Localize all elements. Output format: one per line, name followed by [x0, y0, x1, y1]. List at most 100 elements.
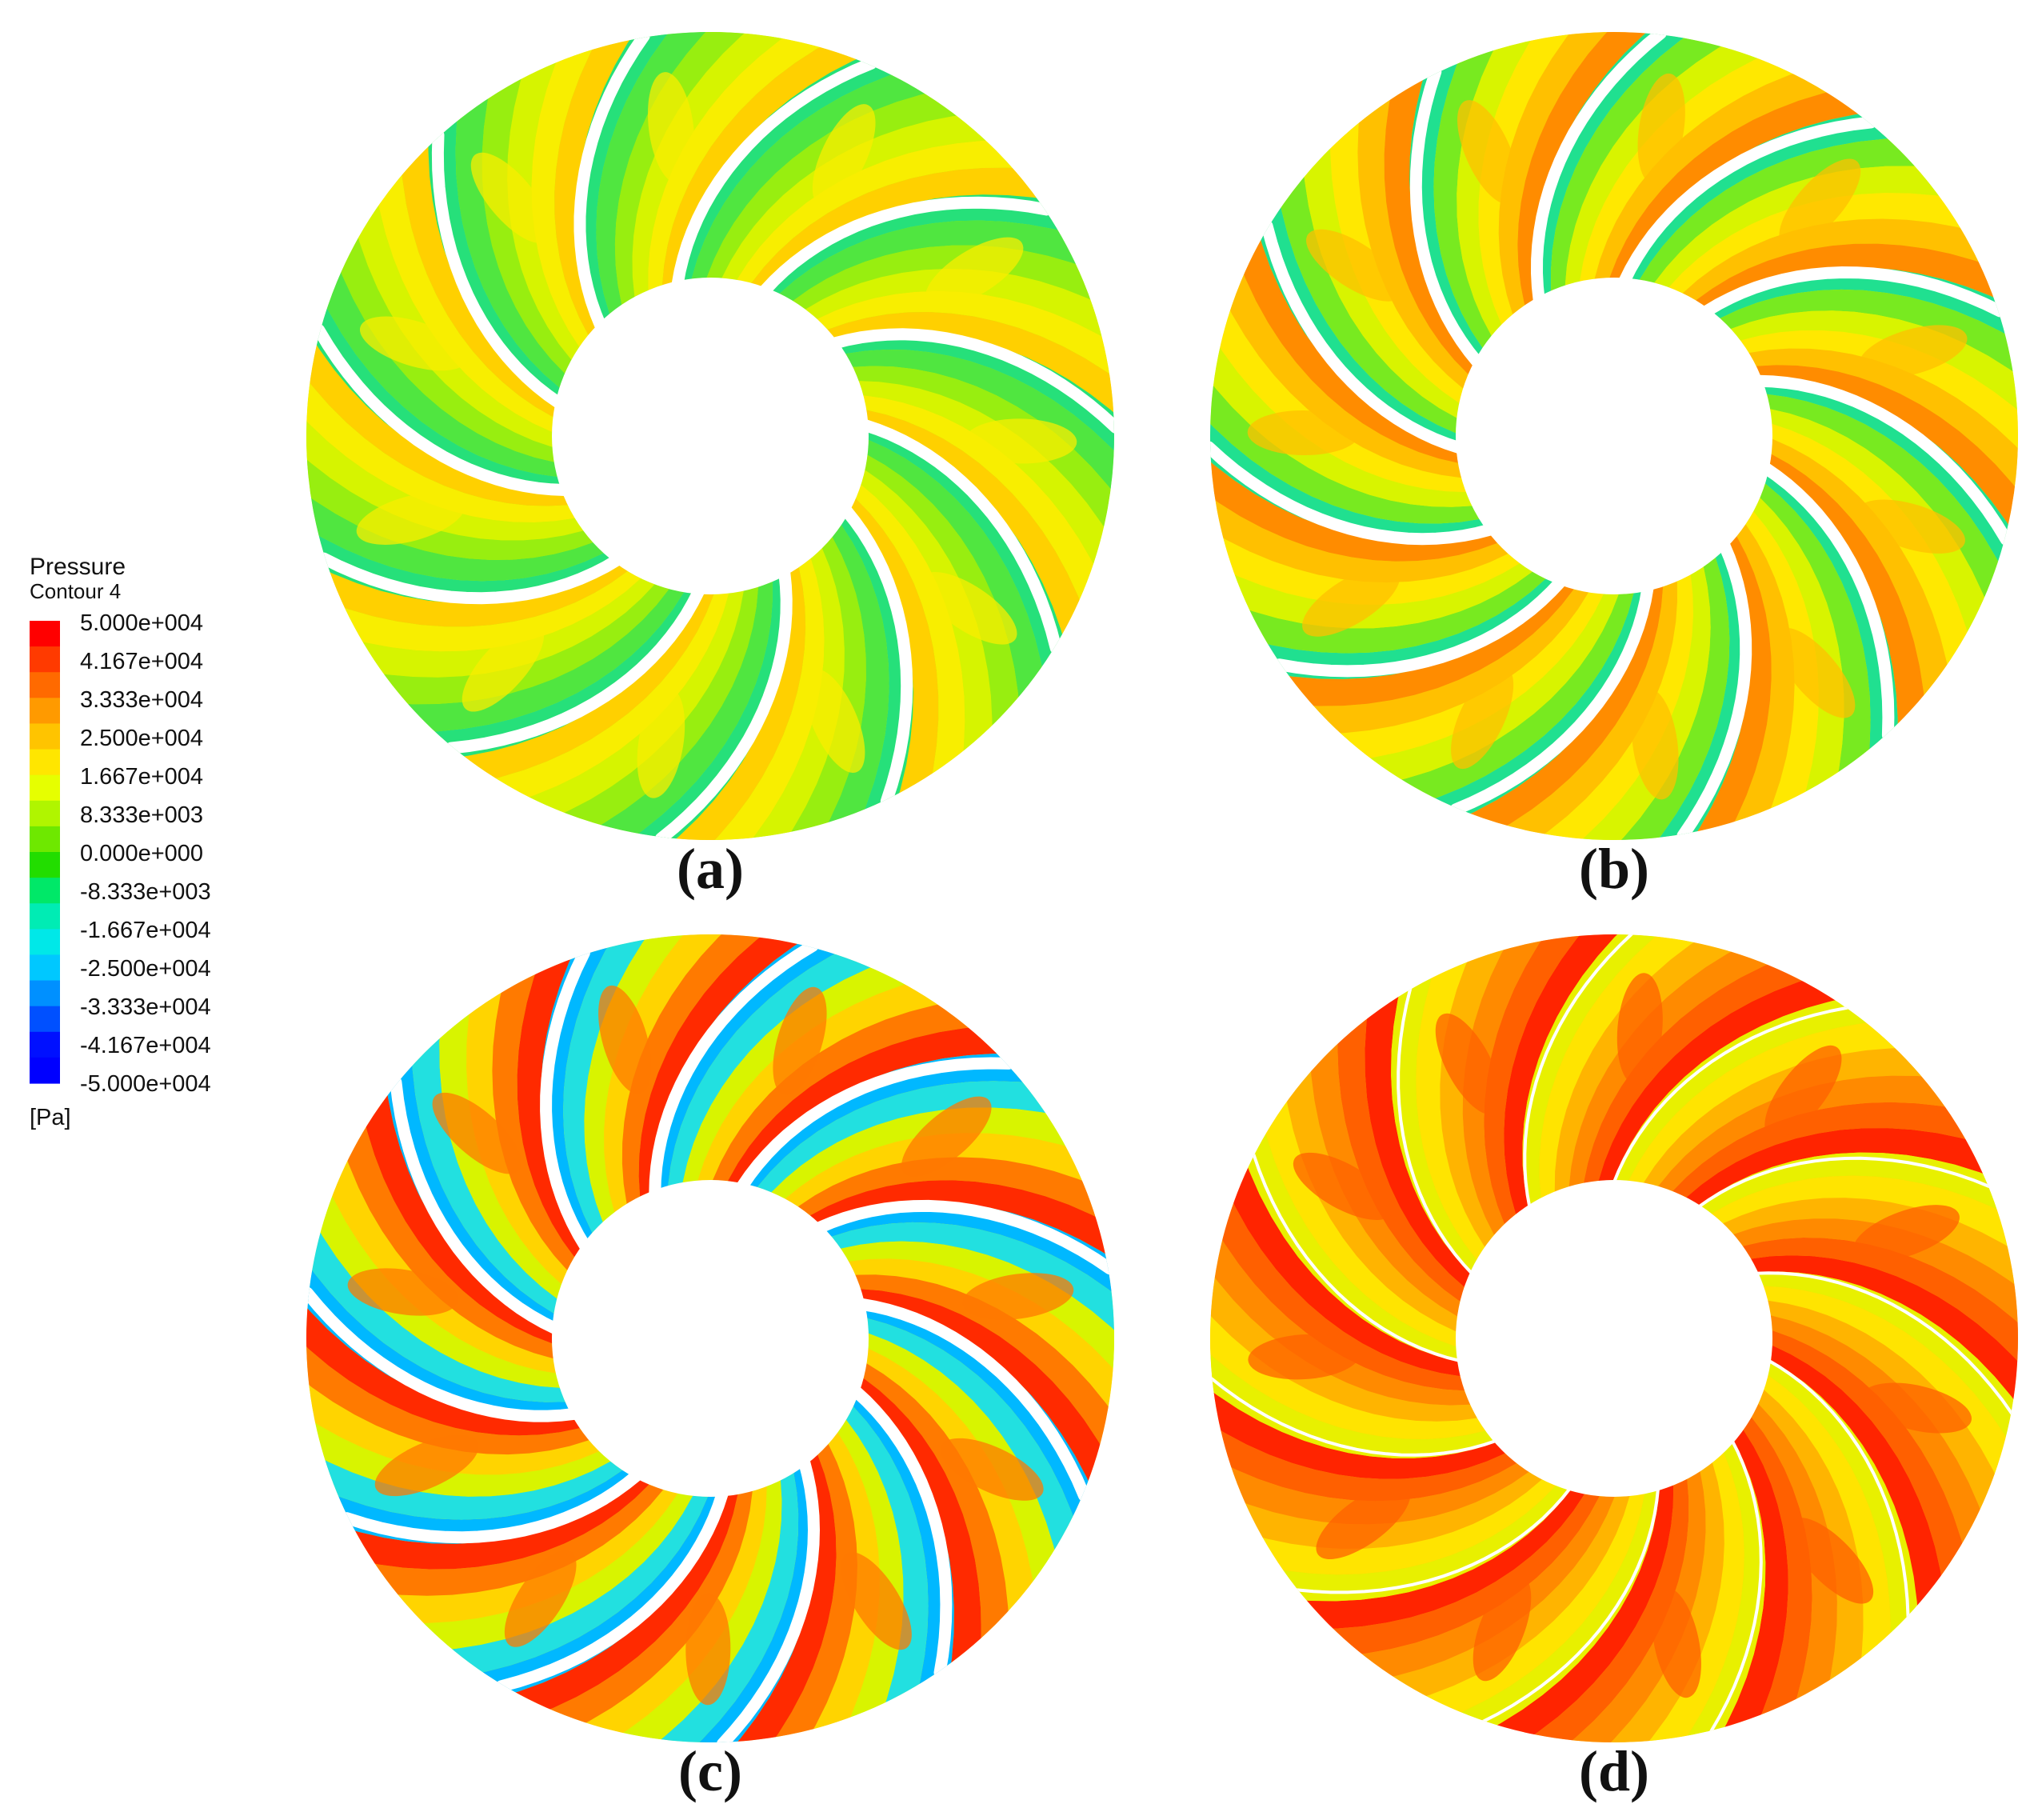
- contour-band: [306, 1371, 600, 1475]
- contour-patch: [1302, 566, 1401, 637]
- contour-band: [1745, 511, 1819, 830]
- contour-band: [1568, 941, 1788, 1187]
- contour-band: [845, 350, 1114, 507]
- contour-band: [1696, 243, 2014, 309]
- impeller-blade: [573, 32, 650, 333]
- legend-tick-label: 5.000e+004: [80, 610, 203, 636]
- contour-band: [853, 1392, 954, 1706]
- contour-patch: [1248, 1334, 1361, 1380]
- legend-color-swatch: [30, 800, 60, 827]
- panel-label-d: (d): [1579, 1739, 1649, 1803]
- legend-color-swatch: [30, 621, 60, 647]
- contour-patch: [841, 1552, 912, 1650]
- contour-patch: [1779, 158, 1861, 248]
- contour-patch: [812, 104, 876, 207]
- contour-patch: [1862, 1382, 1972, 1434]
- contour-band: [565, 1486, 767, 1742]
- contour-band: [699, 558, 825, 840]
- contour-band: [576, 32, 681, 324]
- color-legend: Pressure Contour 4 5.000e+004 4.167e+004…: [30, 554, 211, 1130]
- contour-band: [1450, 586, 1664, 837]
- contour-band: [1384, 58, 1475, 374]
- impeller-blade: [1409, 66, 1484, 369]
- contour-patch: [1764, 1045, 1842, 1138]
- impeller-blade: [736, 1057, 1015, 1193]
- contour-band: [1210, 367, 1480, 524]
- contour-band: [858, 381, 1114, 584]
- contour-band: [482, 58, 572, 374]
- contour-band: [1720, 289, 2018, 385]
- impeller-blade: [849, 1385, 953, 1679]
- contour-band: [861, 1289, 1112, 1502]
- impeller-blade: [758, 196, 1053, 297]
- contour-band: [614, 32, 761, 305]
- contour-patch: [470, 152, 551, 243]
- contour-band: [581, 582, 773, 840]
- legend-color-swatch: [30, 672, 60, 698]
- contour-patch: [647, 72, 695, 184]
- legend-color-swatch: [30, 980, 60, 1007]
- impeller-blade: [840, 504, 913, 808]
- contour-band: [1440, 934, 1515, 1247]
- contour-band: [723, 1454, 837, 1742]
- hub-hole: [552, 1180, 869, 1497]
- contour-patch: [773, 986, 827, 1095]
- contour-patch: [1857, 499, 1965, 554]
- legend-tick-label: -5.000e+004: [80, 1071, 211, 1097]
- impeller-blade: [1766, 1358, 1910, 1620]
- contour-patch: [962, 1273, 1074, 1320]
- hub-hole: [1456, 278, 1772, 594]
- impeller-panel-b: [1210, 32, 2018, 840]
- impeller-blade: [1210, 441, 1497, 546]
- contour-band: [1551, 32, 1741, 291]
- contour-band: [1674, 1442, 1766, 1742]
- impeller-blade: [855, 1298, 1090, 1502]
- contour-band: [821, 1202, 1114, 1306]
- contour-band: [1210, 1378, 1505, 1479]
- contour-patch: [598, 985, 652, 1094]
- contour-band: [1539, 934, 1712, 1198]
- impeller-blade: [1210, 1376, 1499, 1457]
- legend-color-swatch: [30, 749, 60, 776]
- contour-band: [306, 484, 604, 582]
- impeller-blade: [1261, 220, 1466, 454]
- contour-band: [1210, 407, 1489, 542]
- contour-patch: [925, 237, 1024, 308]
- legend-color-swatch: [30, 723, 60, 750]
- contour-band: [1210, 290, 1466, 493]
- impeller-blade: [306, 1286, 581, 1422]
- contour-band: [1433, 32, 1505, 348]
- impeller-blade: [813, 1199, 1114, 1275]
- contour-band: [1210, 328, 1473, 507]
- impeller-blade: [671, 58, 877, 290]
- contour-band: [1224, 1146, 1461, 1377]
- contour-band: [492, 953, 575, 1270]
- contour-band: [306, 365, 575, 522]
- contour-band: [802, 1432, 880, 1742]
- contour-band: [1682, 218, 2000, 301]
- impeller-blade: [1753, 1271, 2014, 1416]
- legend-tick-label: -3.333e+004: [80, 994, 211, 1020]
- impeller-blade: [1700, 266, 2006, 318]
- contour-band: [1753, 498, 1844, 814]
- contour-band: [317, 251, 557, 477]
- panel-label-c: (c): [678, 1739, 742, 1803]
- contour-band: [306, 1410, 611, 1497]
- panel-label-b: (b): [1579, 837, 1649, 901]
- contour-band: [1522, 934, 1673, 1206]
- contour-band: [1711, 1175, 2018, 1258]
- contour-band: [1478, 32, 1583, 325]
- contour-band: [1498, 32, 1623, 314]
- contour-band: [1210, 487, 1509, 583]
- contour-band: [1724, 524, 1795, 840]
- contour-band: [853, 366, 1114, 546]
- impeller-blade: [1752, 374, 2012, 546]
- impeller-blade: [859, 419, 1062, 654]
- contour-patch: [1306, 229, 1403, 302]
- impeller-blade: [829, 328, 1114, 434]
- contour-band: [1484, 934, 1593, 1225]
- contour-band: [1595, 1462, 1724, 1742]
- contour-band: [1686, 1128, 2004, 1206]
- legend-tick-label: -1.667e+004: [80, 918, 211, 943]
